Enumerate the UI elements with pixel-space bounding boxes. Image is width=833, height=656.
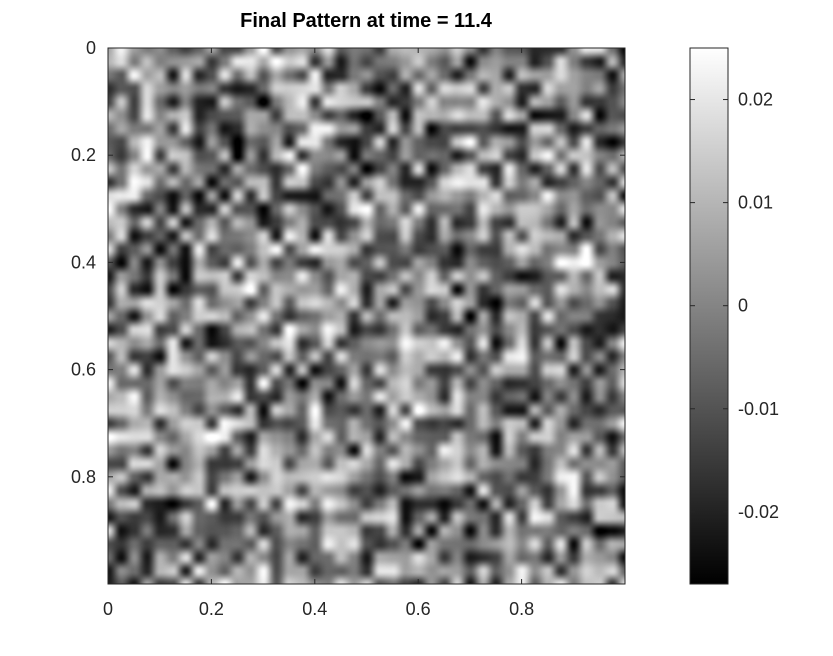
x-tick-label: 0.2 [199, 599, 224, 619]
y-tick-label: 0.8 [71, 467, 96, 487]
y-axis: 0 0.2 0.4 0.6 0.8 [71, 38, 625, 487]
colorbar-tick-label: 0.01 [738, 193, 773, 213]
colorbar-gradient [690, 48, 728, 584]
colorbar-tick-label: -0.01 [738, 399, 779, 419]
colorbar-tick-label: 0.02 [738, 90, 773, 110]
colorbar-tick-label: -0.02 [738, 502, 779, 522]
x-axis: 0 0.2 0.4 0.6 0.8 [103, 48, 534, 619]
colorbar-tick-label: 0 [738, 296, 748, 316]
x-tick-label: 0 [103, 599, 113, 619]
x-tick-label: 0.8 [509, 599, 534, 619]
y-tick-label: 0 [86, 38, 96, 58]
y-tick-label: 0.6 [71, 360, 96, 380]
y-tick-label: 0.4 [71, 252, 96, 272]
heatmap-plot-area [107, 47, 626, 585]
x-tick-label: 0.6 [406, 599, 431, 619]
colorbar-frame [689, 47, 729, 585]
chart-title: Final Pattern at time = 11.4 [240, 10, 493, 32]
colorbar-ticks: 0.02 0.01 0 -0.01 -0.02 [690, 90, 779, 522]
heatmap-image [108, 48, 625, 584]
x-tick-label: 0.4 [302, 599, 327, 619]
y-tick-label: 0.2 [71, 145, 96, 165]
plot-frame [107, 47, 626, 585]
colorbar: 0.02 0.01 0 -0.01 -0.02 [689, 47, 779, 585]
